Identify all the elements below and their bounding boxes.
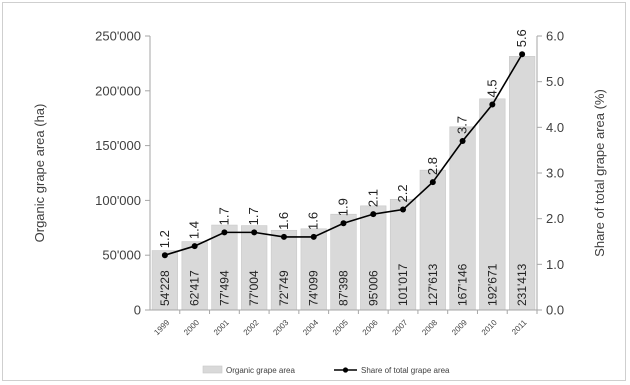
bar-value-label-2003: 72'749	[277, 270, 291, 306]
share-point-2009	[459, 138, 466, 145]
share-point-2001	[221, 229, 228, 236]
share-value-label-2000: 1.4	[187, 221, 202, 239]
bar-value-label-2009: 167'146	[456, 263, 470, 306]
bar-value-label-2007: 101'017	[396, 263, 410, 306]
x-tick-label-2011: 2011	[510, 318, 529, 337]
bar-value-label-2006: 95'006	[366, 270, 380, 306]
share-value-label-2004: 1.6	[306, 212, 321, 230]
x-tick-label-2008: 2008	[420, 318, 439, 337]
x-tick-label-2006: 2006	[361, 318, 380, 337]
x-tick-label-2004: 2004	[301, 318, 320, 337]
share-point-2005	[340, 220, 347, 227]
share-value-label-2008: 2.8	[425, 157, 440, 175]
share-point-1999	[161, 252, 168, 259]
bar-value-label-2000: 62'417	[188, 270, 202, 306]
right-tick-label: 5.0	[546, 74, 564, 89]
share-value-label-2010: 4.5	[484, 79, 499, 97]
bars-group	[151, 56, 536, 311]
right-axis-title: Share of total grape area (%)	[592, 89, 607, 257]
bar-1999	[151, 250, 178, 311]
left-tick-label: 200'000	[95, 83, 141, 98]
share-point-2006	[370, 211, 377, 218]
bar-2000	[181, 241, 208, 311]
bar-2010	[479, 98, 506, 311]
right-tick-label: 4.0	[546, 120, 564, 135]
left-tick-label: 50'000	[102, 248, 141, 263]
left-axis-title: Organic grape area (ha)	[32, 104, 47, 243]
share-point-2002	[251, 229, 258, 236]
bar-2005	[330, 213, 357, 311]
bar-labels-group: 54'228 62'417 77'494 77'004 72'749 74'099 87'3…	[158, 263, 529, 306]
bar-2008	[419, 169, 446, 311]
right-tick-label: 2.0	[546, 211, 564, 226]
share-point-2010	[489, 101, 496, 108]
share-point-2008	[429, 179, 436, 186]
left-tick-label: 100'000	[95, 193, 141, 208]
x-tick-label-2009: 2009	[450, 318, 469, 337]
bar-value-label-2008: 127'613	[426, 263, 440, 306]
legend-bar-label: Organic grape area	[226, 366, 295, 375]
share-value-label-2001: 1.7	[216, 207, 231, 225]
left-tick-label: 250'000	[95, 29, 141, 44]
bar-value-label-1999: 54'228	[158, 270, 172, 306]
x-tick-label-1999: 1999	[152, 318, 171, 337]
bar-value-label-2004: 74'099	[307, 270, 321, 306]
share-point-2000	[191, 243, 198, 250]
right-tick-label: 1.0	[546, 257, 564, 272]
share-value-label-2006: 2.1	[365, 189, 380, 207]
share-value-label-1999: 1.2	[157, 230, 172, 248]
share-value-label-2011: 5.6	[514, 29, 529, 47]
x-tick-label-2010: 2010	[480, 318, 499, 337]
bar-2007	[389, 198, 417, 311]
x-tick-label-2007: 2007	[391, 318, 410, 337]
legend-line-marker	[342, 367, 349, 373]
legend-line-label: Share of total grape area	[361, 366, 450, 375]
legend: Organic grape area Share of total grape a…	[202, 365, 450, 375]
bar-value-label-2002: 77'004	[247, 270, 261, 306]
x-tick-label-2002: 2002	[242, 318, 261, 337]
share-value-label-2002: 1.7	[246, 207, 261, 225]
bar-2009	[449, 126, 476, 311]
bar-value-label-2001: 77'494	[217, 270, 231, 306]
share-point-2003	[280, 233, 287, 240]
x-tick-label-2005: 2005	[331, 318, 350, 337]
share-point-2007	[400, 206, 407, 213]
share-value-label-2009: 3.7	[455, 116, 470, 134]
share-line-group: 1.2 1.4 1.7 1.7 1.6 1.6 1.9 2.1 2.2 2.8 3.7 4.5 5.6	[157, 29, 529, 259]
x-tick-label-2001: 2001	[212, 318, 231, 337]
legend-bar-swatch	[202, 365, 223, 374]
bar-value-label-2005: 87'398	[337, 270, 351, 306]
right-tick-label: 6.0	[546, 29, 564, 44]
x-tick-label-2003: 2003	[271, 318, 290, 337]
bar-value-label-2011: 231'413	[515, 263, 529, 306]
left-tick-label: 0	[134, 303, 141, 318]
share-value-label-2007: 2.2	[395, 184, 410, 202]
bar-2003	[270, 229, 298, 311]
share-value-label-2003: 1.6	[276, 212, 291, 230]
right-tick-label: 3.0	[546, 166, 564, 181]
right-tick-label: 0.0	[546, 303, 564, 318]
bar-value-label-2010: 192'671	[485, 263, 499, 306]
share-point-2011	[519, 51, 526, 58]
share-value-label-2005: 1.9	[336, 198, 351, 216]
share-point-2004	[310, 233, 317, 240]
left-tick-label: 150'000	[95, 138, 141, 153]
bar-2001	[211, 224, 238, 311]
x-tick-label-2000: 2000	[182, 318, 201, 337]
